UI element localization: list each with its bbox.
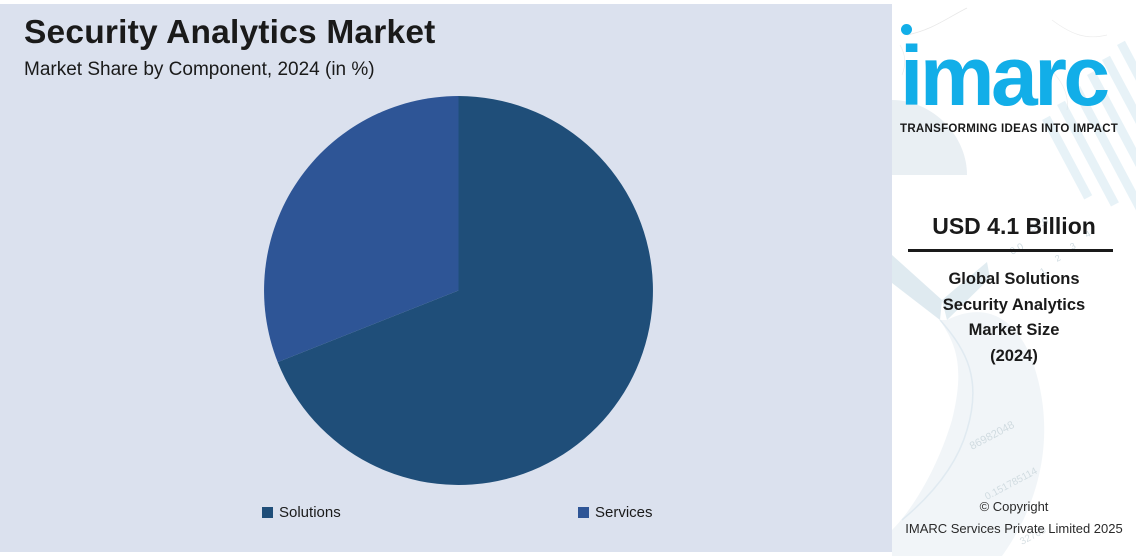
svg-text:2: 2 (1053, 253, 1062, 264)
